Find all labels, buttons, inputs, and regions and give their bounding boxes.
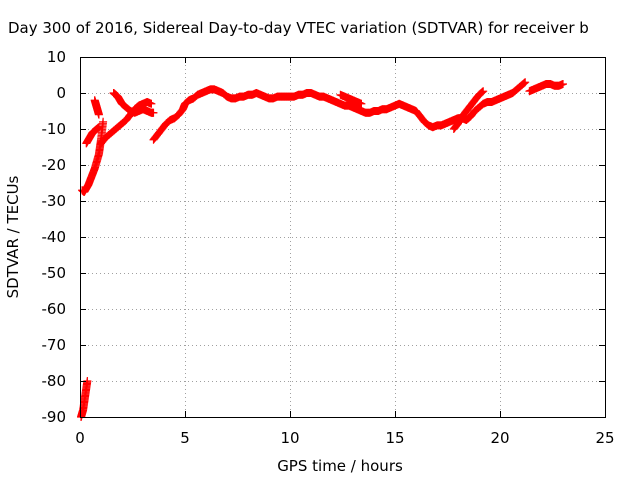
x-tick-label: 25	[595, 429, 614, 447]
data-point	[147, 99, 156, 108]
data-point	[357, 99, 366, 108]
data-point	[559, 80, 567, 88]
y-tick-label: -50	[42, 264, 67, 282]
data-point	[94, 110, 103, 119]
y-tick-label: -70	[42, 336, 67, 354]
data-point	[94, 123, 103, 132]
y-tick-label: 0	[56, 84, 66, 102]
plot-frame	[80, 57, 606, 418]
data-point	[479, 87, 488, 96]
y-tick-label: -80	[42, 372, 67, 390]
y-tick-label: 10	[47, 48, 66, 66]
data-point	[149, 108, 158, 117]
x-tick-label: 0	[75, 429, 85, 447]
y-axis-label: SDTVAR / TECUs	[4, 175, 22, 298]
y-tick-label: -40	[42, 228, 67, 246]
y-tick-label: -60	[42, 300, 67, 318]
x-axis-label: GPS time / hours	[277, 457, 403, 475]
x-tick-labels: 0 5 10 15 20 25	[75, 429, 614, 447]
axis-ticks	[80, 57, 606, 418]
y-tick-label: -30	[42, 192, 67, 210]
data-point	[478, 87, 487, 96]
x-tick-label: 10	[280, 429, 299, 447]
data-point	[521, 78, 530, 87]
x-tick-label: 15	[385, 429, 404, 447]
data-point	[520, 78, 529, 87]
y-tick-label: -90	[42, 408, 67, 426]
data-point	[99, 117, 108, 126]
chart-title: Day 300 of 2016, Sidereal Day-to-day VTE…	[8, 19, 589, 37]
y-tick-label: -10	[42, 120, 67, 138]
y-tick-label: -20	[42, 156, 67, 174]
grid-lines	[80, 57, 605, 417]
x-tick-label: 5	[180, 429, 190, 447]
y-tick-labels: -90 -80 -70 -60 -50 -40 -30 -20 -10 0 10	[42, 48, 67, 426]
x-tick-label: 20	[490, 429, 509, 447]
data-points	[77, 78, 567, 421]
